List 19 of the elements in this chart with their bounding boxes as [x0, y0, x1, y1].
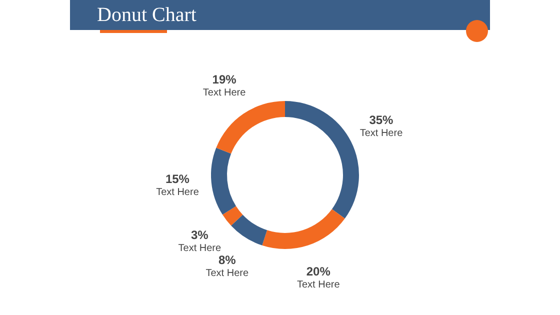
slice-label: Text Here: [360, 128, 404, 139]
data-label: 15%: [165, 172, 190, 186]
slice-label: Text Here: [202, 88, 246, 99]
data-label: 20%: [306, 264, 331, 279]
slice-label: Text Here: [296, 280, 340, 291]
donut-slice: [216, 101, 285, 154]
slice-label: Text Here: [206, 268, 249, 280]
donut-slice: [231, 214, 268, 246]
donut-slice: [262, 209, 345, 249]
data-label: 19%: [212, 72, 237, 87]
donut-slice: [222, 206, 243, 226]
slice-label: Text Here: [156, 187, 200, 198]
donut-slice: [211, 148, 236, 215]
data-label: 35%: [369, 112, 394, 127]
data-label: 8%: [218, 253, 236, 268]
chart-title: Donut Chart: [97, 4, 196, 27]
slice-label: Text Here: [178, 243, 222, 254]
data-label: 3%: [190, 228, 209, 242]
donut-slice: [285, 101, 359, 218]
